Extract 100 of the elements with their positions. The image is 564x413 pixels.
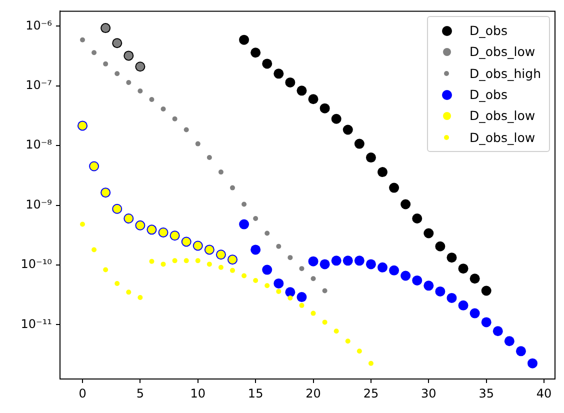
point (528, 358, 538, 368)
point (320, 103, 330, 114)
point (250, 244, 261, 255)
point (299, 302, 304, 308)
point (218, 170, 224, 175)
point (378, 262, 388, 272)
point (389, 182, 400, 193)
point (334, 328, 339, 334)
point (481, 317, 492, 328)
point (345, 338, 350, 344)
point (276, 244, 282, 249)
point (458, 264, 468, 274)
point (242, 202, 247, 207)
point (218, 264, 224, 270)
legend-label: D_obs_low (470, 130, 536, 145)
point (138, 88, 143, 94)
point (114, 71, 120, 76)
x-tick-label: 30 (421, 386, 436, 400)
point (138, 295, 143, 300)
point (400, 270, 411, 281)
point (253, 278, 258, 283)
point (492, 326, 503, 336)
point (354, 138, 364, 149)
point (126, 80, 132, 85)
x-tick-label: 25 (363, 386, 379, 400)
point (322, 288, 328, 294)
point (184, 258, 189, 264)
point (378, 167, 388, 178)
point (230, 185, 235, 190)
point (446, 292, 457, 303)
point (172, 258, 178, 264)
point (435, 286, 446, 296)
point (412, 275, 422, 286)
point (424, 228, 434, 238)
point (242, 273, 247, 278)
point (172, 116, 178, 122)
point (103, 61, 108, 66)
y-tick-label: 10⁻⁶ (26, 18, 52, 32)
point (470, 308, 480, 318)
point (296, 86, 307, 96)
point (276, 288, 282, 294)
point (80, 222, 85, 227)
x-tick-label: 10 (190, 386, 206, 400)
point (230, 268, 235, 273)
point (458, 300, 468, 310)
point (285, 287, 296, 298)
point (322, 320, 328, 325)
y-tick-label: 10⁻¹¹ (20, 316, 52, 331)
x-tick-label: 40 (536, 386, 552, 400)
point (320, 259, 330, 270)
point (356, 348, 362, 354)
point (288, 295, 293, 300)
point (239, 219, 250, 230)
x-tick-label: 20 (306, 386, 321, 400)
point (149, 258, 154, 264)
legend-label: D_obs_low (470, 44, 536, 60)
point (481, 286, 492, 296)
point (264, 230, 270, 236)
legend-label: D_obs_high (470, 66, 541, 81)
legend-label: D_obs_low (470, 108, 536, 124)
point (253, 216, 258, 222)
legend-label: D_obs (470, 87, 508, 102)
point (389, 265, 400, 276)
point (400, 199, 411, 210)
point (92, 50, 97, 56)
point (412, 214, 422, 224)
point (239, 34, 250, 45)
x-tick-label: 0 (78, 386, 86, 400)
point (435, 241, 446, 252)
x-tick-label: 15 (248, 386, 264, 400)
point (308, 256, 318, 266)
y-tick-label: 10⁻⁷ (26, 78, 52, 92)
point (195, 141, 200, 146)
legend-label: D_obs (470, 23, 508, 38)
point (308, 94, 318, 104)
x-tick-label: 35 (478, 386, 494, 400)
point (206, 262, 212, 267)
y-tick-label: 10⁻⁸ (26, 138, 52, 152)
point (262, 264, 272, 275)
point (92, 247, 97, 252)
point (470, 274, 480, 284)
point (299, 266, 304, 272)
point (342, 124, 353, 135)
point (310, 276, 316, 282)
point (331, 256, 342, 266)
point (160, 106, 166, 112)
point (114, 280, 120, 286)
point (516, 346, 526, 356)
point (262, 58, 272, 69)
x-tick-label: 5 (136, 386, 144, 400)
point (195, 258, 200, 264)
point (310, 310, 316, 316)
point (342, 256, 353, 266)
y-tick-label: 10⁻¹⁰ (20, 257, 52, 272)
point (184, 127, 189, 132)
point (424, 280, 434, 291)
point (149, 97, 154, 102)
point (80, 37, 85, 42)
point (103, 267, 108, 272)
point (504, 336, 514, 346)
